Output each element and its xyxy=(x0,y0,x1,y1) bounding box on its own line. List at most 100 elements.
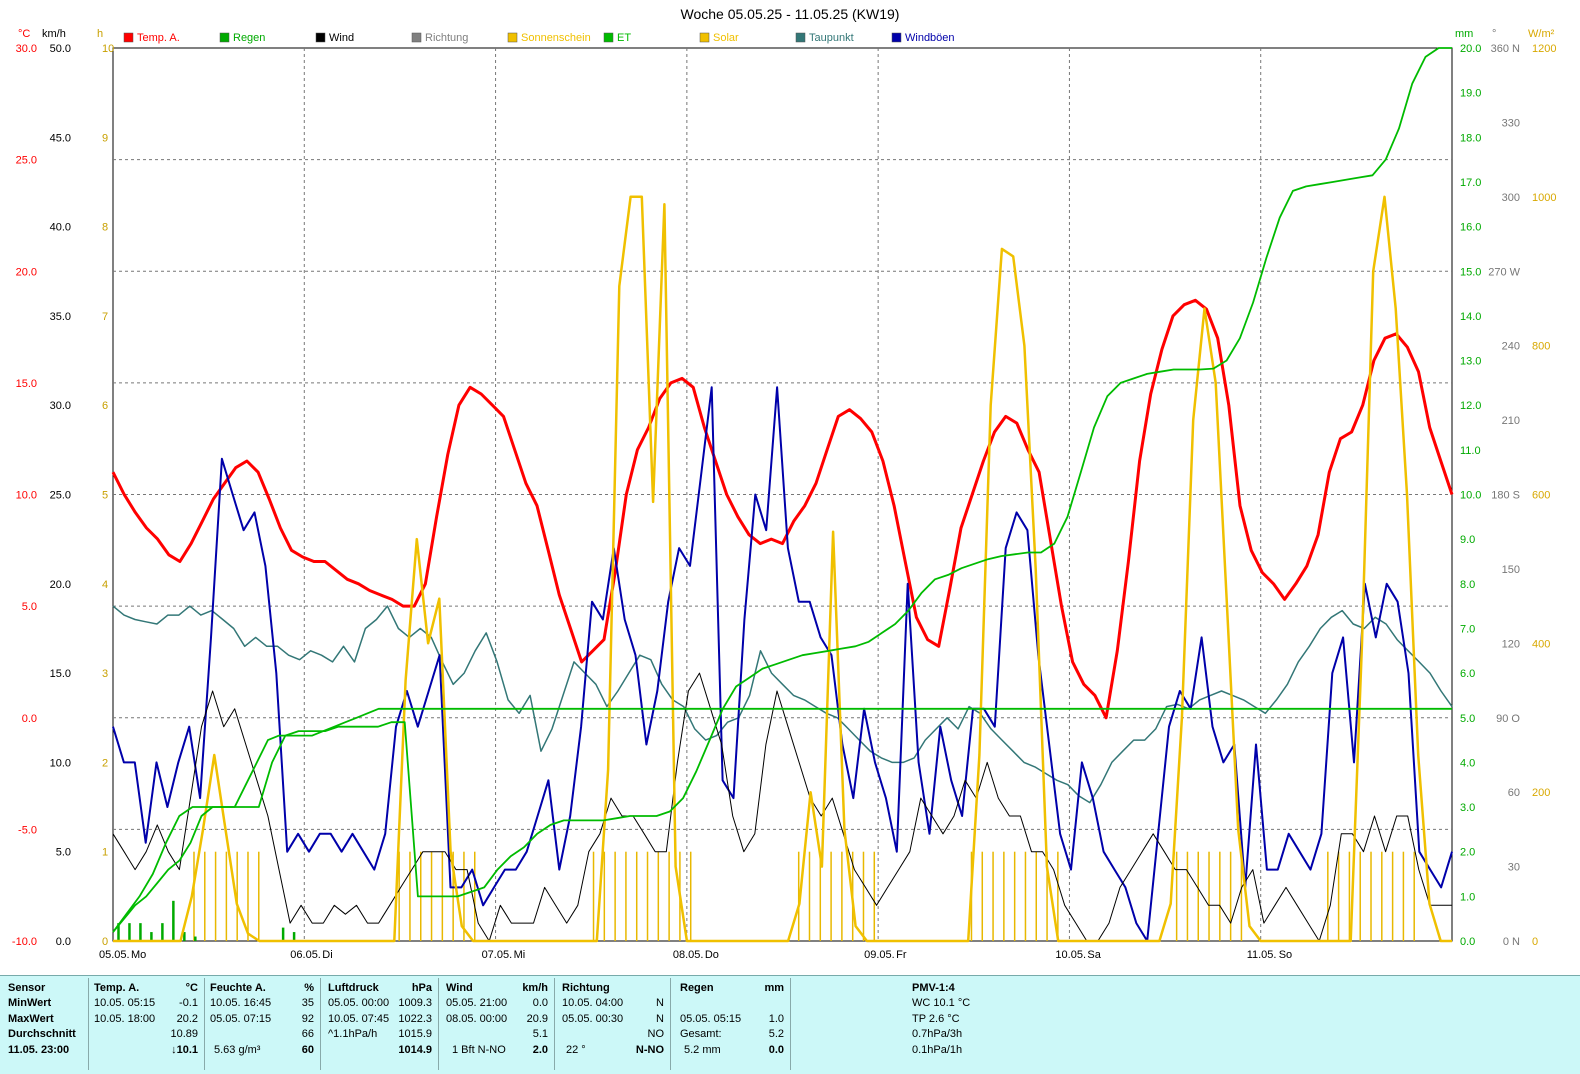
minwert-label: MinWert xyxy=(8,997,52,1009)
direction-tick-label: 120 xyxy=(1502,638,1520,650)
sunshine-tick-label: 1 xyxy=(102,847,108,859)
temp-tick-label: 25.0 xyxy=(16,155,37,167)
stats-pmv-column: PMV-1:4 WC 10.1 °C TP 2.6 °C 0.7hPa/3h 0… xyxy=(912,982,1032,1059)
wind-tick-label: 25.0 xyxy=(50,490,71,502)
rain-tick-label: 15.0 xyxy=(1460,266,1481,278)
rain-tick-label: 3.0 xyxy=(1460,802,1475,814)
pressure-max-time: 10.05. 07:45 xyxy=(328,1012,390,1025)
direction-min-value: N xyxy=(656,997,664,1009)
wind-max-value: 20.9 xyxy=(526,1012,548,1025)
rain-tick-label: 1.0 xyxy=(1460,891,1475,903)
stats-rain-column: Regen mm 05.05. 05:15 1.0 Gesamt: 5.2 5.2 m… xyxy=(680,982,784,1059)
legend-label: Solar xyxy=(713,32,739,44)
direction-tick-label: 360 N xyxy=(1491,43,1520,55)
sensor-header: Sensor xyxy=(8,982,46,994)
direction-tick-label: 270 W xyxy=(1488,266,1520,278)
rain-title: Regen xyxy=(680,982,714,994)
humidity-unit: % xyxy=(304,982,314,994)
x-tick-label: 08.05. xyxy=(673,949,704,961)
rain-current: 0.0 xyxy=(768,1043,784,1056)
stats-temp-column: Temp. A. °C 10.05. 05:15 -0.1 10.05. 18:00… xyxy=(94,982,198,1059)
wind-title: Wind xyxy=(446,982,473,994)
temp-tick-label: -5.0 xyxy=(18,824,37,836)
x-tick-label: 05.05. xyxy=(99,949,130,961)
humidity-min-value: 35 xyxy=(301,997,314,1009)
direction-degrees: 22 ° xyxy=(566,1043,586,1056)
chart-svg: Woche 05.05.25 - 11.05.25 (KW19) 30.025.… xyxy=(12,6,1557,961)
current-time-label: 11.05. 23:00 xyxy=(8,1043,70,1056)
series-line-et xyxy=(112,707,1452,933)
rain-amount: 5.2 mm xyxy=(684,1043,721,1056)
direction-tick-label: 180 S xyxy=(1491,490,1520,502)
chart-title: Woche 05.05.25 - 11.05.25 (KW19) xyxy=(681,6,900,22)
humidity-max-time: 05.05. 07:15 xyxy=(210,1012,272,1025)
pmv-pressure-1h: 0.1hPa/1h xyxy=(912,1043,963,1056)
wind-tick-label: 45.0 xyxy=(50,132,71,144)
rain-tick-label: 12.0 xyxy=(1460,400,1481,412)
sunshine-tick-label: 2 xyxy=(102,757,108,769)
stats-pressure-column: Luftdruck hPa 05.05. 00:00 1009.3 10.05. 0… xyxy=(328,982,432,1059)
temp-current: ↓10.1 xyxy=(171,1043,198,1056)
rain-tick-label: 19.0 xyxy=(1460,88,1481,100)
rain-tick-label: 2.0 xyxy=(1460,847,1475,859)
rain-tick-label: 4.0 xyxy=(1460,757,1475,769)
series-line-et xyxy=(112,47,1452,933)
pressure-unit: hPa xyxy=(411,982,432,994)
legend-label: Wind xyxy=(329,32,354,44)
humidity-max-value: 92 xyxy=(301,1012,314,1025)
temp-unit: °C xyxy=(185,982,198,994)
temp-max-value: 20.2 xyxy=(176,1012,198,1025)
rain-tick-label: 14.0 xyxy=(1460,311,1481,323)
legend-swatch xyxy=(315,32,326,43)
rain-total-value: 5.2 xyxy=(768,1028,784,1040)
series-line-windben xyxy=(112,386,1453,942)
wind-max-time: 08.05. 00:00 xyxy=(446,1012,508,1025)
humidity-min-time: 10.05. 16:45 xyxy=(210,997,272,1009)
rain-tick-label: 13.0 xyxy=(1460,356,1481,368)
rain-tick-label: 9.0 xyxy=(1460,534,1475,546)
x-tick-label: Fr xyxy=(896,949,907,961)
sunshine-tick-label: 10 xyxy=(102,43,114,55)
wind-unit: km/h xyxy=(522,982,548,994)
temp-tick-label: 0.0 xyxy=(22,713,37,725)
legend-label: Regen xyxy=(233,32,265,44)
legend-swatch xyxy=(795,32,806,43)
stats-humidity-column: Feuchte A.% 10.05. 16:45 35 05.05. 07:15 9… xyxy=(210,982,314,1059)
temp-tick-label: 10.0 xyxy=(16,490,37,502)
pressure-title: Luftdruck xyxy=(328,982,379,994)
axis-unit-label: km/h xyxy=(42,28,66,40)
pmv-windchill: WC 10.1 °C xyxy=(912,997,971,1009)
legend-label: Taupunkt xyxy=(809,32,854,44)
temp-tick-label: 15.0 xyxy=(16,378,37,390)
series-line-solar xyxy=(113,195,1452,943)
sunshine-tick-label: 8 xyxy=(102,222,108,234)
solar-tick-label: 1000 xyxy=(1532,192,1556,204)
wind-tick-label: 40.0 xyxy=(50,222,71,234)
durchschnitt-label: Durchschnitt xyxy=(8,1028,76,1040)
temp-tick-label: -10.0 xyxy=(12,936,37,948)
legend-label: Sonnenschein xyxy=(521,32,591,44)
rain-tick-label: 18.0 xyxy=(1460,132,1481,144)
x-tick-label: Mi xyxy=(514,949,526,961)
axis-unit-label: °C xyxy=(18,28,30,40)
pressure-min-value: 1009.3 xyxy=(398,997,432,1009)
pressure-current: 1014.9 xyxy=(398,1043,432,1056)
solar-tick-label: 0 xyxy=(1532,936,1538,948)
wind-tick-label: 50.0 xyxy=(50,43,71,55)
legend-swatch xyxy=(507,32,518,43)
wind-min-time: 05.05. 21:00 xyxy=(446,997,508,1009)
series-line-taupunkt xyxy=(112,605,1453,804)
direction-tick-label: 90 O xyxy=(1496,713,1520,725)
direction-max-time: 05.05. 00:30 xyxy=(562,1012,624,1025)
axis-unit-label: W/m² xyxy=(1528,28,1555,40)
temp-title: Temp. A. xyxy=(94,982,140,994)
pmv-dewpoint: TP 2.6 °C xyxy=(912,1012,960,1025)
sunshine-tick-label: 7 xyxy=(102,311,108,323)
sunshine-tick-label: 4 xyxy=(102,579,108,591)
wind-tick-label: 5.0 xyxy=(56,847,71,859)
stats-sensor-column: Sensor MinWert MaxWert Durchschnitt 11.0… xyxy=(8,982,88,1059)
sunshine-tick-label: 5 xyxy=(102,490,108,502)
direction-tick-label: 300 xyxy=(1502,192,1520,204)
wind-tick-label: 10.0 xyxy=(50,757,71,769)
temp-tick-label: 20.0 xyxy=(16,266,37,278)
